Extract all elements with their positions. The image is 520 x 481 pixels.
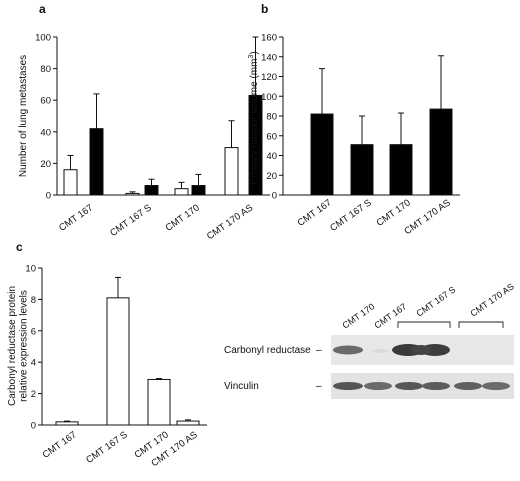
blot-lane-label: CMT 167	[372, 301, 408, 330]
blot-row-label: Vinculin	[224, 381, 259, 392]
y-tick-label: 40	[40, 127, 51, 138]
blot-group-bracket	[458, 321, 504, 328]
blot-band	[411, 345, 431, 355]
blot-band	[395, 382, 423, 390]
y-tick-label: 2	[31, 389, 36, 400]
bar	[191, 185, 206, 196]
y-tick-label: 100	[35, 33, 51, 44]
chart-a-metastases: 0 20 40 60 80 100 Number of lung metastases CMT…	[18, 33, 270, 242]
panel-letter-b: b	[261, 2, 268, 16]
x-tick-label: CMT 167	[57, 202, 95, 233]
bar	[125, 192, 140, 196]
bar	[389, 144, 413, 196]
x-tick-label: CMT 167 S	[108, 202, 154, 238]
y-tick-label: 20	[40, 159, 51, 170]
western-blot: CMT 170 CMT 167 CMT 167 S CMT 170 AS Car…	[224, 281, 516, 399]
blot-lane-label: CMT 170 AS	[468, 281, 515, 318]
y-tick-label: 8	[31, 295, 36, 306]
blot-group-bracket	[397, 321, 451, 328]
bar	[144, 185, 159, 196]
bar	[176, 420, 200, 426]
y-tick-label: 6	[31, 326, 36, 337]
x-tick-label: CMT 170	[164, 202, 202, 233]
blot-band	[333, 382, 363, 390]
panel-letter-a: a	[39, 2, 46, 16]
blot-row-marker: –	[316, 381, 322, 392]
y-tick-label: 120	[261, 72, 277, 83]
blot-lane-label: CMT 167 S	[414, 284, 457, 318]
blot-band	[372, 349, 388, 353]
bar	[429, 108, 453, 196]
y-tick-label: 160	[261, 33, 277, 44]
bar	[174, 188, 189, 196]
y-axis-label: Primary tumour volume (mm3)	[248, 51, 260, 184]
x-tick-label: CMT 167 S	[328, 197, 374, 233]
blot-band	[482, 382, 510, 390]
y-axis-label: Carbonyl reductase proteinrelative expre…	[7, 286, 30, 406]
y-tick-label: 40	[266, 151, 277, 162]
bar	[224, 147, 239, 196]
chart-c-carbonyl-reductase: 0 2 4 6 8 10 Carbonyl reductase proteinrelativ…	[7, 264, 207, 469]
y-tick-label: 20	[266, 171, 277, 182]
y-tick-label: 140	[261, 52, 277, 63]
bar	[63, 169, 78, 196]
y-tick-label: 0	[46, 191, 51, 202]
panel-letter-c: c	[16, 240, 23, 254]
blot-band	[422, 382, 450, 390]
y-tick-label: 10	[25, 264, 36, 275]
x-tick-label: CMT 167 S	[84, 429, 130, 465]
blot-band	[364, 382, 392, 390]
bar	[89, 128, 104, 196]
y-tick-label: 60	[40, 96, 51, 107]
blot-band	[454, 382, 482, 390]
x-tick-label: CMT 170 AS	[205, 202, 255, 242]
bar	[55, 421, 79, 426]
bar	[310, 113, 334, 196]
x-tick-label: CMT 167	[41, 429, 79, 460]
y-axis-label: Number of lung metastases	[18, 55, 29, 177]
y-tick-label: 80	[40, 64, 51, 75]
y-tick-label: 0	[272, 191, 277, 202]
y-tick-label: 80	[266, 112, 277, 123]
y-tick-label: 100	[261, 92, 277, 103]
bar	[147, 378, 171, 426]
y-tick-label: 0	[31, 421, 36, 432]
bar	[350, 144, 374, 196]
blot-lane-label: CMT 170	[340, 301, 376, 330]
bar	[106, 297, 130, 426]
blot-band	[333, 345, 363, 355]
blot-row-label: Carbonyl reductase	[224, 345, 311, 356]
y-tick-label: 4	[31, 358, 36, 369]
blot-row-marker: –	[316, 345, 322, 356]
y-tick-label: 60	[266, 131, 277, 142]
